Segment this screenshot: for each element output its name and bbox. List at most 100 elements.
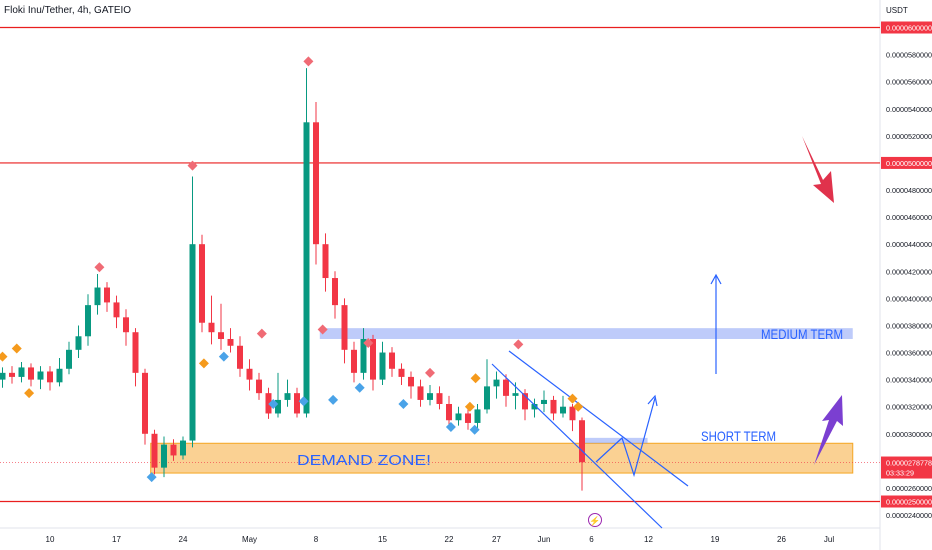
candle-body	[28, 367, 34, 380]
short-term-label: SHORT TERM	[701, 428, 776, 444]
drawings-layer	[491, 136, 843, 529]
candle	[522, 389, 528, 421]
bottom-marker	[218, 351, 229, 362]
price-tick-label: 0.0000340000	[886, 376, 932, 385]
medium-term-arrowhead	[710, 273, 722, 285]
candle-body	[75, 336, 82, 350]
candle-body	[569, 406, 576, 421]
candle	[436, 386, 443, 410]
candle	[256, 372, 262, 400]
candle-body	[9, 372, 15, 377]
signal-marker	[0, 351, 8, 362]
candle	[265, 387, 272, 419]
candle-body	[142, 372, 148, 434]
candle-body	[417, 386, 424, 400]
candle	[322, 233, 329, 292]
projection-path[interactable]	[595, 397, 656, 478]
purple-up-arrow-icon[interactable]	[814, 395, 843, 465]
markers-layer	[0, 56, 584, 483]
candle-body	[123, 317, 129, 333]
bottom-marker	[469, 424, 480, 435]
bottom-marker	[268, 398, 279, 409]
candle-body	[294, 393, 300, 414]
candle-body	[379, 352, 386, 380]
candle	[142, 368, 148, 445]
candle-body	[170, 444, 177, 456]
candle-body	[313, 122, 319, 245]
signal-marker	[567, 393, 578, 404]
candle	[541, 390, 547, 413]
candle	[94, 273, 101, 315]
candle-body	[47, 371, 53, 383]
candle	[275, 372, 281, 418]
candle	[237, 336, 243, 377]
candle-body	[427, 393, 433, 400]
bottom-marker	[328, 394, 339, 405]
candle-body	[512, 393, 519, 396]
top-marker	[317, 324, 328, 335]
channel-upper-line[interactable]	[508, 350, 689, 487]
candle-body	[455, 413, 462, 421]
top-marker	[513, 339, 524, 350]
candle-body	[322, 244, 329, 279]
candle-body	[332, 278, 338, 306]
price-tick-label: 0.0000250000	[886, 498, 932, 507]
price-tick-label: 0.0000480000	[886, 186, 932, 195]
candle-body	[503, 379, 509, 396]
candle	[474, 403, 481, 429]
price-tick-label: 0.0000520000	[886, 132, 932, 141]
candle-body	[522, 393, 528, 410]
candle-body	[493, 379, 500, 387]
time-tick-label: 10	[46, 535, 55, 544]
candle	[66, 341, 72, 375]
candle-body	[218, 332, 224, 339]
candle-body	[360, 338, 367, 373]
red-down-arrow-icon[interactable]	[802, 136, 834, 203]
candle-body	[436, 393, 443, 404]
candle	[9, 366, 15, 384]
annotations-layer: DEMAND ZONE! MEDIUM TERM SHORT TERM	[297, 326, 843, 469]
candle-body	[541, 399, 547, 404]
candle-body	[199, 244, 205, 323]
chart-title: Floki Inu/Tether, 4h, GATEIO	[4, 5, 132, 16]
candle	[560, 395, 566, 418]
bottom-marker	[445, 422, 456, 433]
price-tick-label: 0.0000260000	[886, 484, 932, 493]
candle	[455, 406, 462, 426]
zone-2[interactable]	[582, 437, 648, 444]
signal-marker	[198, 358, 209, 369]
candle-body	[256, 379, 262, 394]
signal-marker	[470, 373, 481, 384]
signal-marker	[24, 388, 35, 399]
candle-body	[484, 386, 490, 410]
top-marker	[303, 56, 314, 67]
last-price-label: 0.0000278778	[886, 459, 932, 468]
candle	[332, 271, 338, 319]
candle-body	[474, 409, 481, 423]
candle	[246, 359, 253, 391]
candle-body	[66, 349, 72, 369]
channel-lower-line[interactable]	[491, 363, 663, 529]
candle	[189, 176, 196, 448]
candle-body	[560, 406, 566, 414]
zone-0[interactable]	[150, 442, 854, 474]
candle-body	[0, 372, 6, 380]
candle-body	[398, 368, 405, 377]
candle-body	[408, 376, 414, 387]
bottom-marker	[298, 396, 309, 407]
candle-body	[465, 413, 471, 423]
candle	[408, 371, 414, 399]
top-marker	[187, 160, 198, 171]
alert-bolt-icon[interactable]: ⚡	[588, 513, 602, 528]
candle	[56, 357, 63, 387]
candle	[427, 385, 433, 406]
candle-body	[56, 368, 63, 383]
bottom-marker	[354, 382, 365, 393]
candle	[18, 362, 25, 383]
candle-body	[151, 433, 158, 468]
zone-1[interactable]	[319, 328, 853, 339]
candles-layer	[0, 68, 585, 491]
candle	[389, 347, 395, 377]
